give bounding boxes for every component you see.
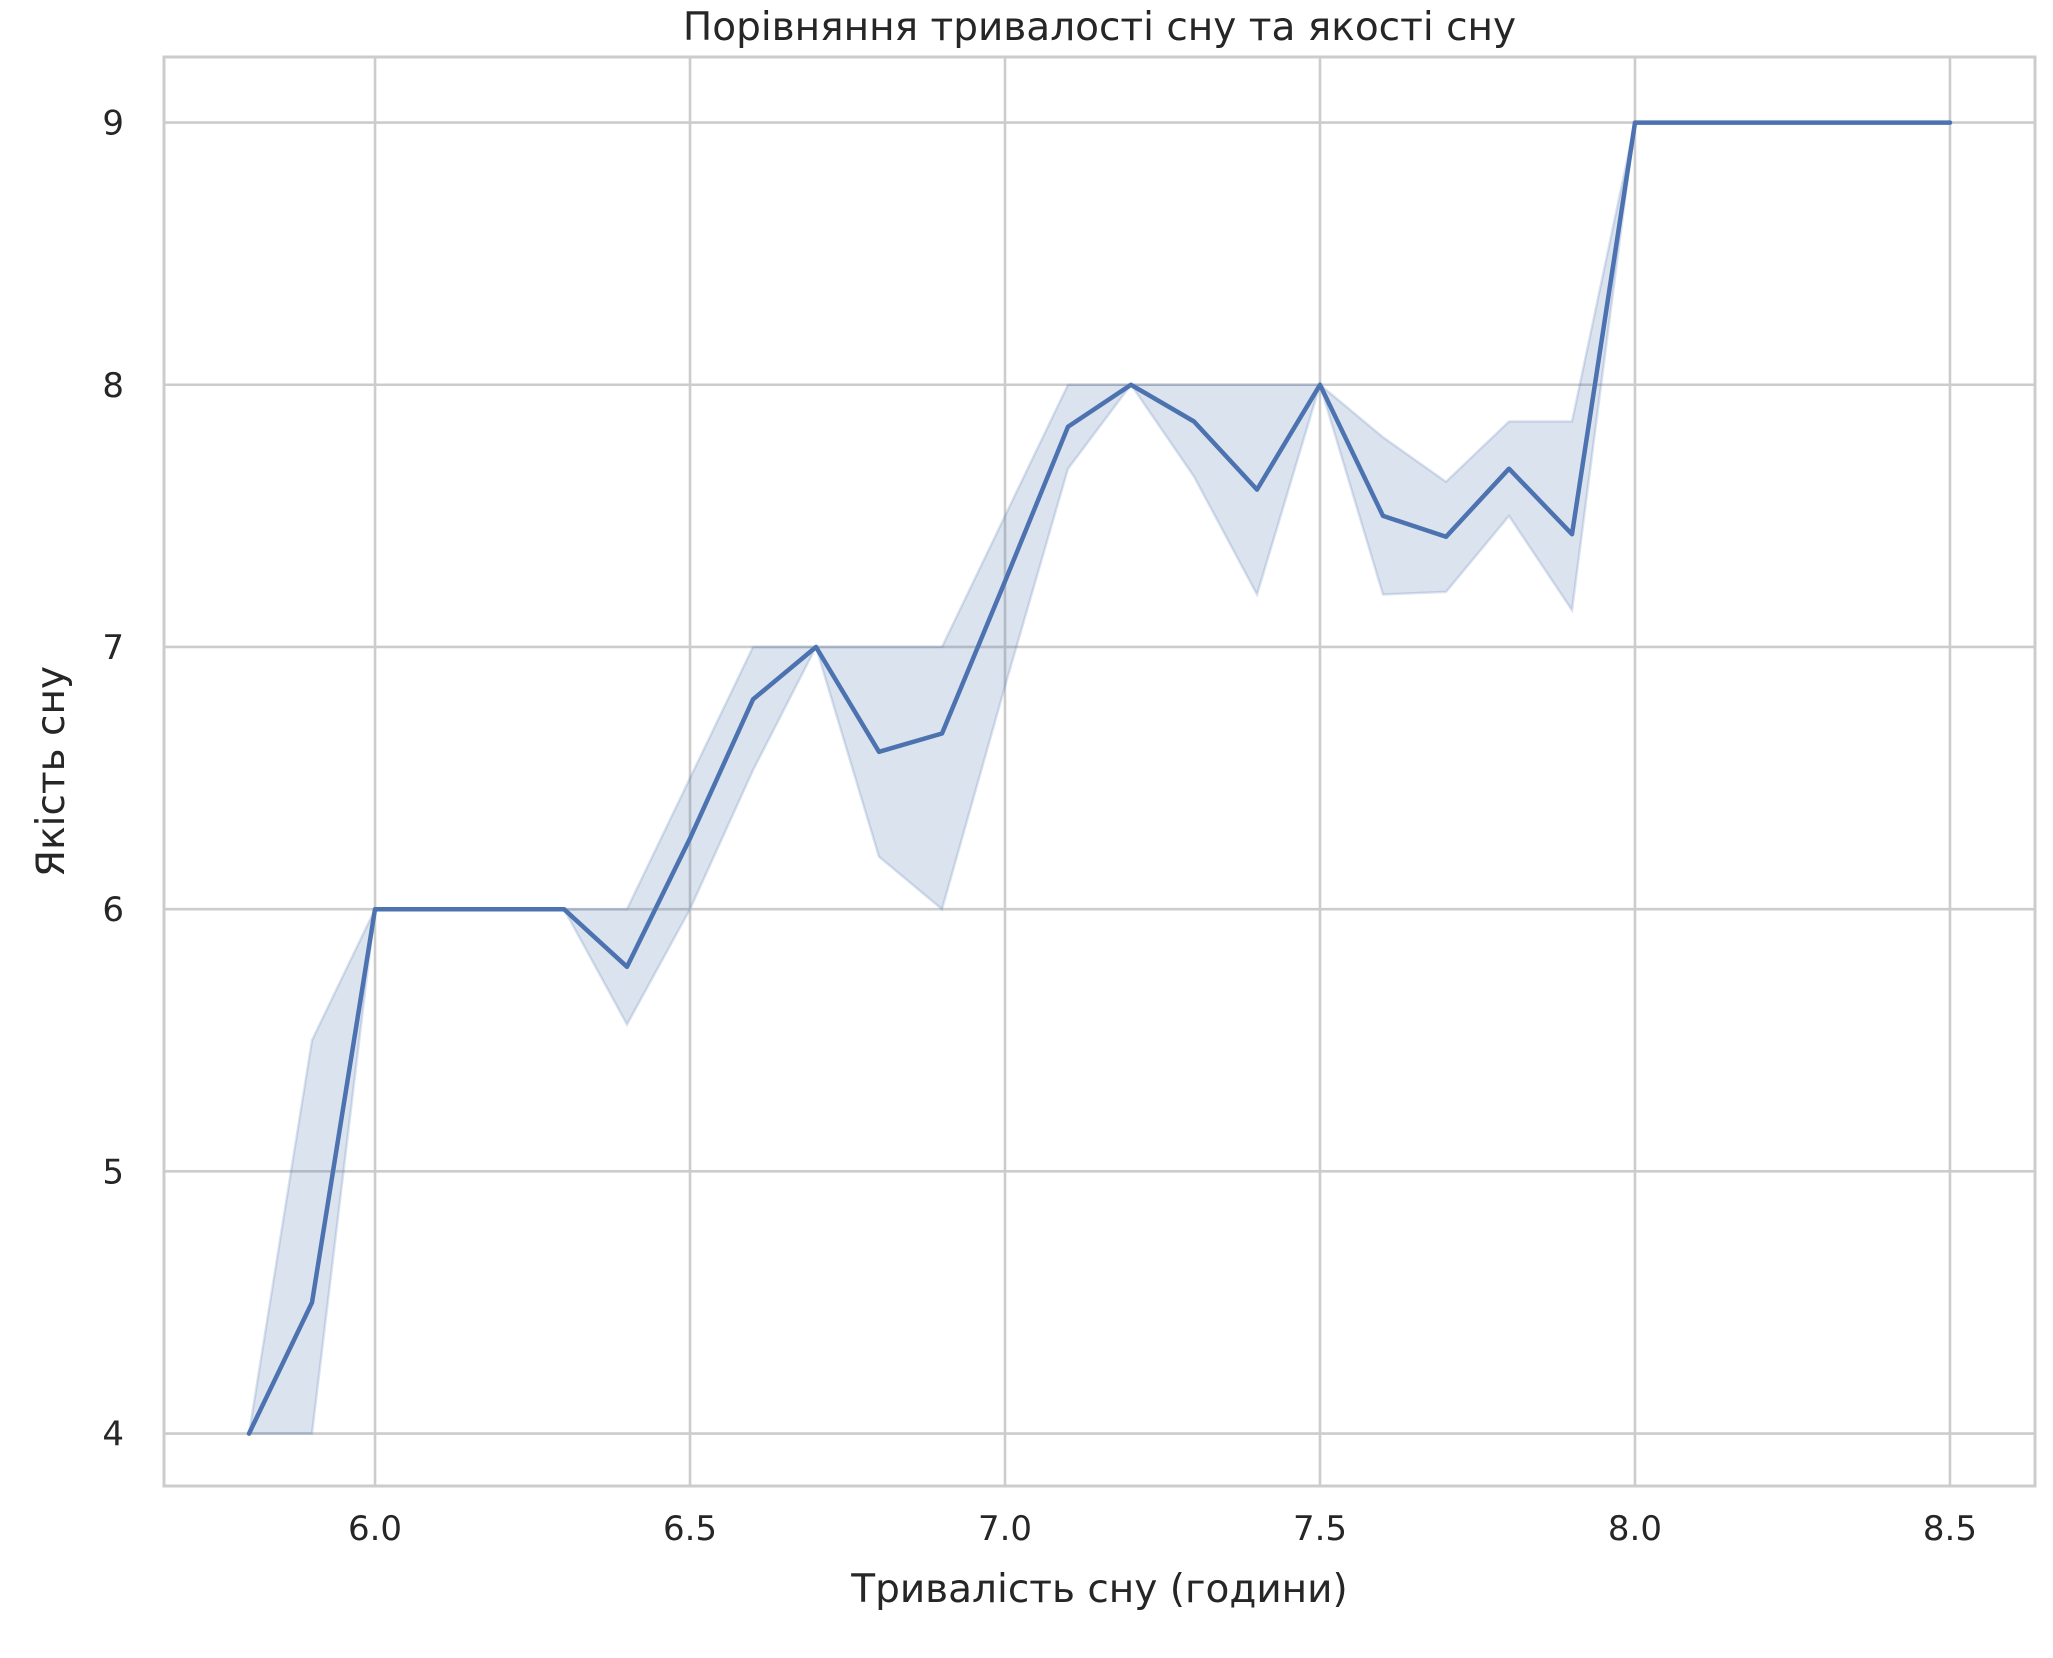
x-axis-label: Тривалість сну (години) xyxy=(850,1567,1347,1612)
chart-title: Порівняння тривалості сну та якості сну xyxy=(683,5,1516,50)
x-tick-labels: 6.0 6.5 7.0 7.5 8.0 8.5 xyxy=(348,1509,1977,1549)
y-tick-label: 5 xyxy=(102,1152,124,1192)
y-tick-label: 7 xyxy=(102,628,124,668)
y-tick-labels: 4 5 6 7 8 9 xyxy=(102,104,124,1455)
x-tick-label: 8.0 xyxy=(1608,1509,1662,1549)
y-axis-label: Якість сну xyxy=(29,666,74,877)
x-tick-label: 6.5 xyxy=(663,1509,717,1549)
y-tick-label: 6 xyxy=(102,890,124,930)
x-tick-label: 6.0 xyxy=(348,1509,402,1549)
series-line-layer xyxy=(246,120,1953,1436)
x-tick-label: 7.0 xyxy=(978,1509,1032,1549)
y-tick-label: 8 xyxy=(102,366,124,406)
plot-frame xyxy=(162,55,2037,1488)
x-tick-label: 8.5 xyxy=(1923,1509,1977,1549)
y-tick-label: 4 xyxy=(102,1415,124,1455)
x-gridlines xyxy=(373,57,1952,1486)
x-tick-label: 7.5 xyxy=(1293,1509,1347,1549)
y-tick-label: 9 xyxy=(102,104,124,144)
series-line xyxy=(246,120,1953,1436)
